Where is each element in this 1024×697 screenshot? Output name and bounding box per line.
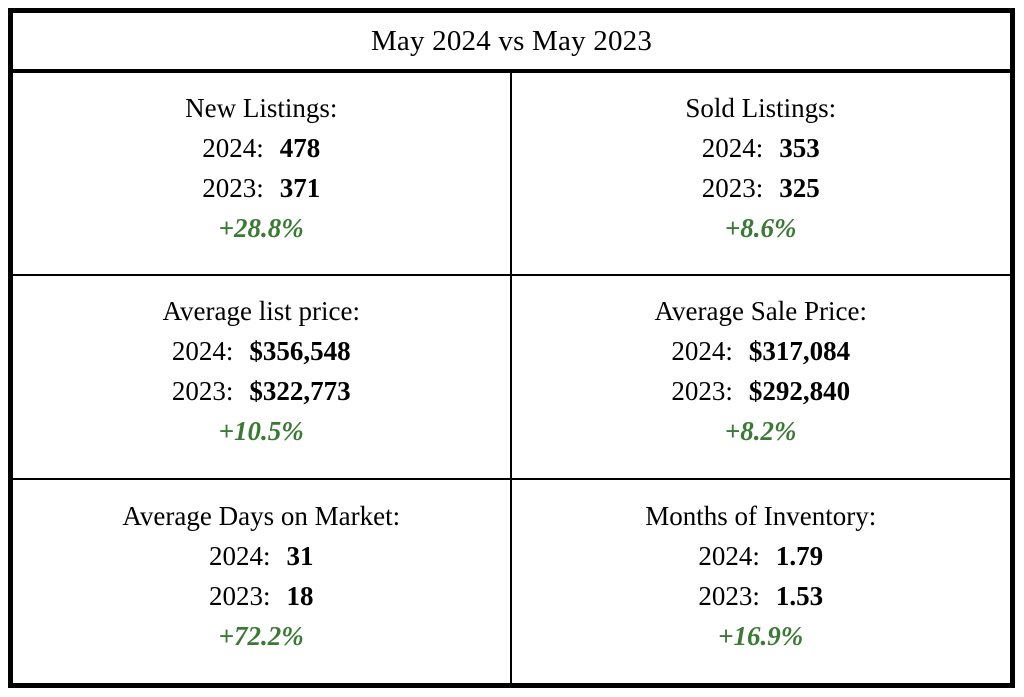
metric-value-2024: 31: [286, 540, 314, 571]
metrics-grid: New Listings: 2024: 478 2023: 371 +28.8% S…: [13, 73, 1010, 683]
metric-row-2024: 2024: $317,084: [671, 336, 850, 367]
year-label-2023: 2023:: [671, 376, 733, 407]
metric-row-2024: 2024: 31: [209, 541, 314, 572]
metric-value-2024: 1.79: [775, 540, 824, 571]
metric-value-2024: $356,548: [249, 336, 351, 367]
metric-cell-months-of-inventory: Months of Inventory: 2024: 1.79 2023: 1.53…: [512, 480, 1011, 683]
year-label-2024: 2024:: [202, 132, 264, 163]
metric-value-2023: $322,773: [249, 376, 351, 407]
metric-label: New Listings:: [185, 92, 338, 123]
metric-value-2023: 325: [779, 172, 820, 203]
year-label-2024: 2024:: [671, 336, 733, 367]
metric-value-2023: $292,840: [748, 376, 851, 407]
metric-label: Months of Inventory:: [645, 500, 877, 531]
year-label-2024: 2024:: [171, 336, 234, 367]
comparison-table: May 2024 vs May 2023 New Listings: 2024:…: [8, 8, 1015, 688]
metric-row-2023: 2023: $322,773: [172, 376, 351, 407]
metric-row-2023: 2023: 371: [202, 173, 320, 204]
metric-row-2024: 2024: 353: [702, 133, 820, 164]
metric-label: Average Sale Price:: [654, 296, 867, 327]
percent-change: +10.5%: [218, 416, 304, 447]
year-label-2024: 2024:: [701, 132, 764, 163]
percent-change: +72.2%: [218, 620, 304, 651]
year-label-2023: 2023:: [171, 376, 234, 407]
percent-change: +8.2%: [724, 416, 797, 447]
metric-cell-average-days-on-market: Average Days on Market: 2024: 31 2023: 18 …: [13, 479, 512, 683]
metric-row-2024: 2024: $356,548: [172, 336, 351, 367]
percent-change: +28.8%: [218, 212, 304, 243]
year-label-2023: 2023:: [701, 172, 764, 203]
metric-value-2023: 1.53: [775, 580, 824, 611]
year-label-2024: 2024:: [698, 540, 760, 571]
metric-value-2024: 478: [279, 132, 321, 163]
metric-row-2024: 2024: 1.79: [698, 541, 823, 572]
metric-value-2023: 371: [279, 172, 321, 203]
metric-row-2023: 2023: 18: [209, 581, 314, 612]
metric-row-2024: 2024: 478: [202, 133, 320, 164]
metric-value-2023: 18: [286, 580, 314, 611]
metric-value-2024: $317,084: [748, 336, 851, 367]
percent-change: +16.9%: [718, 620, 804, 651]
year-label-2023: 2023:: [698, 580, 760, 611]
metric-row-2023: 2023: 1.53: [698, 581, 823, 612]
year-label-2023: 2023:: [208, 580, 271, 611]
metric-cell-sold-listings: Sold Listings: 2024: 353 2023: 325 +8.6%: [511, 73, 1010, 277]
metric-cell-new-listings: New Listings: 2024: 478 2023: 371 +28.8%: [13, 73, 512, 277]
metric-row-2023: 2023: $292,840: [671, 376, 850, 407]
metric-label: Average list price:: [162, 296, 360, 327]
percent-change: +8.6%: [724, 212, 797, 243]
year-label-2023: 2023:: [202, 172, 264, 203]
metric-row-2023: 2023: 325: [702, 173, 820, 204]
table-title: May 2024 vs May 2023: [13, 13, 1010, 73]
metric-value-2024: 353: [779, 132, 820, 163]
metric-label: Average Days on Market:: [122, 500, 401, 531]
metric-cell-average-list-price: Average list price: 2024: $356,548 2023: $…: [13, 276, 512, 480]
metric-label: Sold Listings:: [685, 92, 837, 123]
metric-cell-average-sale-price: Average Sale Price: 2024: $317,084 2023: $…: [511, 276, 1010, 480]
year-label-2024: 2024:: [208, 540, 271, 571]
